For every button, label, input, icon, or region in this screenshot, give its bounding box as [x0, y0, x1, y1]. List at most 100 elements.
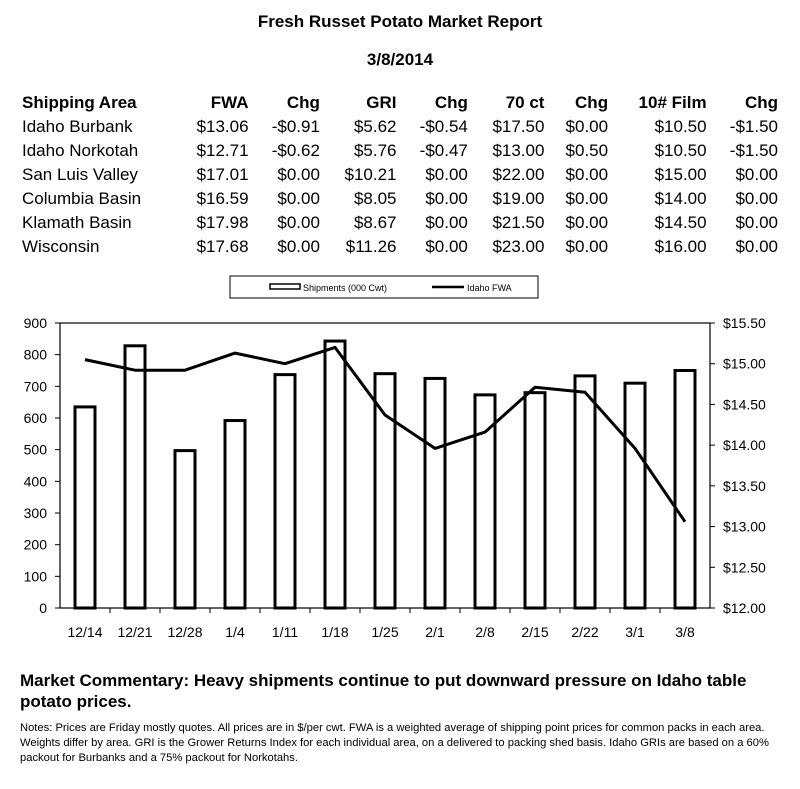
shipment-bar — [73, 405, 97, 610]
shipments-price-chart: Shipments (000 Cwt) Idaho FWA 0 100 200 300… — [24, 275, 766, 640]
left-tick-label: 600 — [24, 410, 48, 426]
col-header: FWA — [210, 93, 249, 112]
price-cell: $10.50 — [654, 117, 707, 136]
shipping-area-cell: San Luis Valley — [22, 165, 138, 184]
price-cell: $0.00 — [277, 189, 320, 208]
price-cell: $21.50 — [492, 213, 545, 232]
left-axis: 0 100 200 300 400 500 600 700 800 900 — [24, 315, 60, 616]
shipping-area-cell: Columbia Basin — [22, 189, 142, 208]
right-tick-label: $15.50 — [723, 315, 766, 331]
shipment-bar — [423, 376, 447, 610]
price-cell: $14.00 — [654, 189, 707, 208]
col-header: GRI — [366, 93, 397, 112]
price-cell: $0.00 — [735, 165, 778, 184]
col-header: 10# Film — [638, 93, 707, 112]
idaho-fwa-line — [84, 345, 687, 523]
shipment-bar — [623, 381, 647, 610]
price-cell: $19.00 — [492, 189, 545, 208]
right-tick-label: $12.00 — [723, 600, 766, 616]
x-tick-label: 2/22 — [571, 624, 598, 640]
price-cell: $10.21 — [344, 165, 397, 184]
price-cell: $10.50 — [654, 141, 707, 160]
price-cell: -$1.50 — [729, 117, 778, 136]
chart-legend: Shipments (000 Cwt) Idaho FWA — [229, 275, 539, 299]
price-table-header: Shipping Area FWA Chg GRI Chg 70 ct Chg … — [20, 91, 780, 115]
legend-shipments-label: Shipments (000 Cwt) — [303, 283, 387, 293]
price-cell: $17.98 — [196, 213, 249, 232]
shipping-area-cell: Idaho Norkotah — [22, 141, 139, 160]
x-tick-label: 12/21 — [117, 624, 152, 640]
price-cell: $5.62 — [353, 117, 397, 136]
table-row: Klamath Basin $17.98 $0.00 $8.67 $0.00 $21.50… — [20, 211, 780, 235]
price-cell: $11.26 — [345, 237, 397, 256]
right-tick-label: $13.00 — [723, 519, 766, 535]
right-tick-label: $13.50 — [723, 478, 766, 494]
left-tick-label: 0 — [39, 600, 47, 616]
price-cell: $0.00 — [277, 165, 320, 184]
price-cell: $16.59 — [196, 189, 249, 208]
right-tick-label: $12.50 — [723, 559, 766, 575]
table-row: Wisconsin $17.68 $0.00 $11.26 $0.00 $23.00 $0.… — [20, 235, 780, 259]
x-tick-label: 3/8 — [675, 624, 695, 640]
report-title: Fresh Russet Potato Market Report — [257, 12, 543, 31]
x-tick-label: 2/8 — [475, 624, 495, 640]
right-tick-label: $14.50 — [723, 396, 766, 412]
price-cell: $13.00 — [492, 141, 545, 160]
price-cell: $0.00 — [277, 213, 320, 232]
price-cell: $13.06 — [196, 117, 249, 136]
price-cell: $16.00 — [654, 237, 707, 256]
left-tick-label: 900 — [24, 315, 48, 331]
market-commentary: Market Commentary: Heavy shipments conti… — [20, 671, 747, 711]
x-axis: 12/14 12/21 12/28 1/4 1/11 1/18 1/25 2/1 2/8 2/15… — [67, 608, 695, 640]
left-tick-label: 700 — [24, 378, 48, 394]
price-cell: -$1.50 — [729, 141, 778, 160]
shipment-bar — [523, 391, 547, 610]
left-tick-label: 300 — [24, 505, 48, 521]
price-cell: $0.50 — [565, 141, 609, 160]
price-cell: -$0.47 — [419, 141, 468, 160]
table-row: San Luis Valley $17.01 $0.00 $10.21 $0.00 $22… — [20, 163, 780, 187]
shipment-bar — [123, 344, 147, 610]
price-cell: $0.00 — [425, 165, 468, 184]
shipment-bar — [273, 373, 297, 610]
price-cell: $23.00 — [492, 237, 545, 256]
left-tick-label: 400 — [24, 473, 48, 489]
shipment-bar — [573, 374, 597, 610]
col-header: 70 ct — [505, 93, 545, 112]
price-cell: $0.00 — [565, 165, 609, 184]
price-cell: $17.01 — [196, 165, 249, 184]
price-cell: $15.00 — [654, 165, 707, 184]
shipment-bar — [673, 369, 697, 610]
left-tick-label: 100 — [24, 568, 48, 584]
col-header: Chg — [744, 93, 778, 112]
left-tick-label: 200 — [24, 537, 48, 553]
price-cell: $0.00 — [565, 189, 609, 208]
plot-area-frame — [59, 322, 711, 609]
x-tick-label: 1/25 — [371, 624, 398, 640]
price-cell: $0.00 — [277, 237, 320, 256]
price-cell: -$0.62 — [271, 141, 320, 160]
price-cell: $8.05 — [353, 189, 397, 208]
x-tick-label: 3/1 — [625, 624, 645, 640]
legend-fwa-label: Idaho FWA — [467, 283, 512, 293]
price-cell: $17.50 — [492, 117, 545, 136]
x-tick-label: 2/1 — [425, 624, 445, 640]
col-header: Shipping Area — [22, 93, 137, 112]
right-tick-label: $14.00 — [723, 437, 766, 453]
x-tick-label: 1/4 — [225, 624, 245, 640]
price-cell: $22.00 — [492, 165, 545, 184]
x-tick-label: 12/28 — [167, 624, 202, 640]
col-header: Chg — [434, 93, 468, 112]
col-header: Chg — [575, 93, 609, 112]
left-tick-label: 500 — [24, 442, 48, 458]
shipping-area-cell: Klamath Basin — [22, 213, 132, 232]
price-cell: $8.67 — [353, 213, 397, 232]
shipment-bar — [223, 419, 247, 610]
x-tick-label: 1/11 — [272, 624, 298, 640]
col-header: Chg — [286, 93, 320, 112]
price-cell: -$0.91 — [271, 117, 320, 136]
x-tick-label: 1/18 — [321, 624, 348, 640]
shipment-bar — [373, 372, 397, 610]
price-table-body: Idaho Burbank $13.06 -$0.91 $5.62 -$0.54 $17.… — [20, 115, 780, 259]
right-tick-label: $15.00 — [723, 356, 766, 372]
